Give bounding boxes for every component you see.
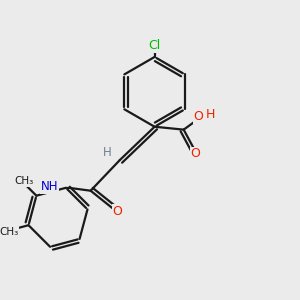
Text: O: O (113, 205, 123, 218)
Text: H: H (103, 146, 112, 159)
Text: CH₃: CH₃ (15, 176, 34, 186)
Text: O: O (193, 110, 203, 123)
Text: Cl: Cl (148, 39, 161, 52)
Text: CH₃: CH₃ (0, 226, 18, 236)
Text: H: H (206, 108, 215, 121)
Text: O: O (190, 147, 200, 160)
Text: NH: NH (41, 180, 58, 193)
